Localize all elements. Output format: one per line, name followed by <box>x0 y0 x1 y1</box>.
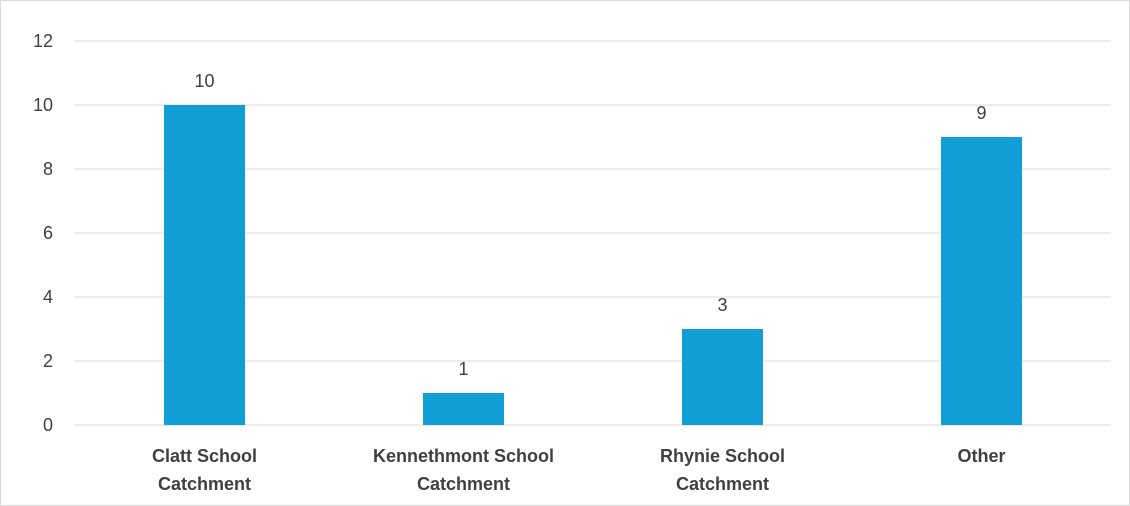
bars <box>164 105 1022 425</box>
category-label-line: Clatt School <box>152 446 257 466</box>
y-tick-label: 12 <box>33 31 53 51</box>
bar-2 <box>682 329 763 425</box>
y-tick-label: 4 <box>43 287 53 307</box>
y-tick-label: 10 <box>33 95 53 115</box>
category-label-line: Catchment <box>158 474 251 494</box>
data-label: 3 <box>717 295 727 315</box>
data-label: 9 <box>976 103 986 123</box>
category-label: Rhynie School Catchment <box>660 446 785 494</box>
data-labels: 10 1 3 9 <box>194 71 986 379</box>
category-labels: Clatt School Catchment Kennethmont School C… <box>152 446 1006 494</box>
data-label: 1 <box>458 359 468 379</box>
y-tick-label: 6 <box>43 223 53 243</box>
gridlines <box>75 40 1111 426</box>
y-axis-tick-labels: 0 2 4 6 8 10 12 <box>33 31 53 435</box>
y-tick-label: 0 <box>43 415 53 435</box>
category-label: Clatt School Catchment <box>152 446 257 494</box>
bar-0 <box>164 105 245 425</box>
category-label-line: Catchment <box>676 474 769 494</box>
category-label: Other <box>957 446 1005 466</box>
category-label-line: Kennethmont School <box>373 446 554 466</box>
bar-1 <box>423 393 504 425</box>
bar-3 <box>941 137 1022 425</box>
data-label: 10 <box>194 71 214 91</box>
y-tick-label: 8 <box>43 159 53 179</box>
category-label-line: Other <box>957 446 1005 466</box>
category-label-line: Catchment <box>417 474 510 494</box>
y-tick-label: 2 <box>43 351 53 371</box>
category-label-line: Rhynie School <box>660 446 785 466</box>
category-label: Kennethmont School Catchment <box>373 446 554 494</box>
